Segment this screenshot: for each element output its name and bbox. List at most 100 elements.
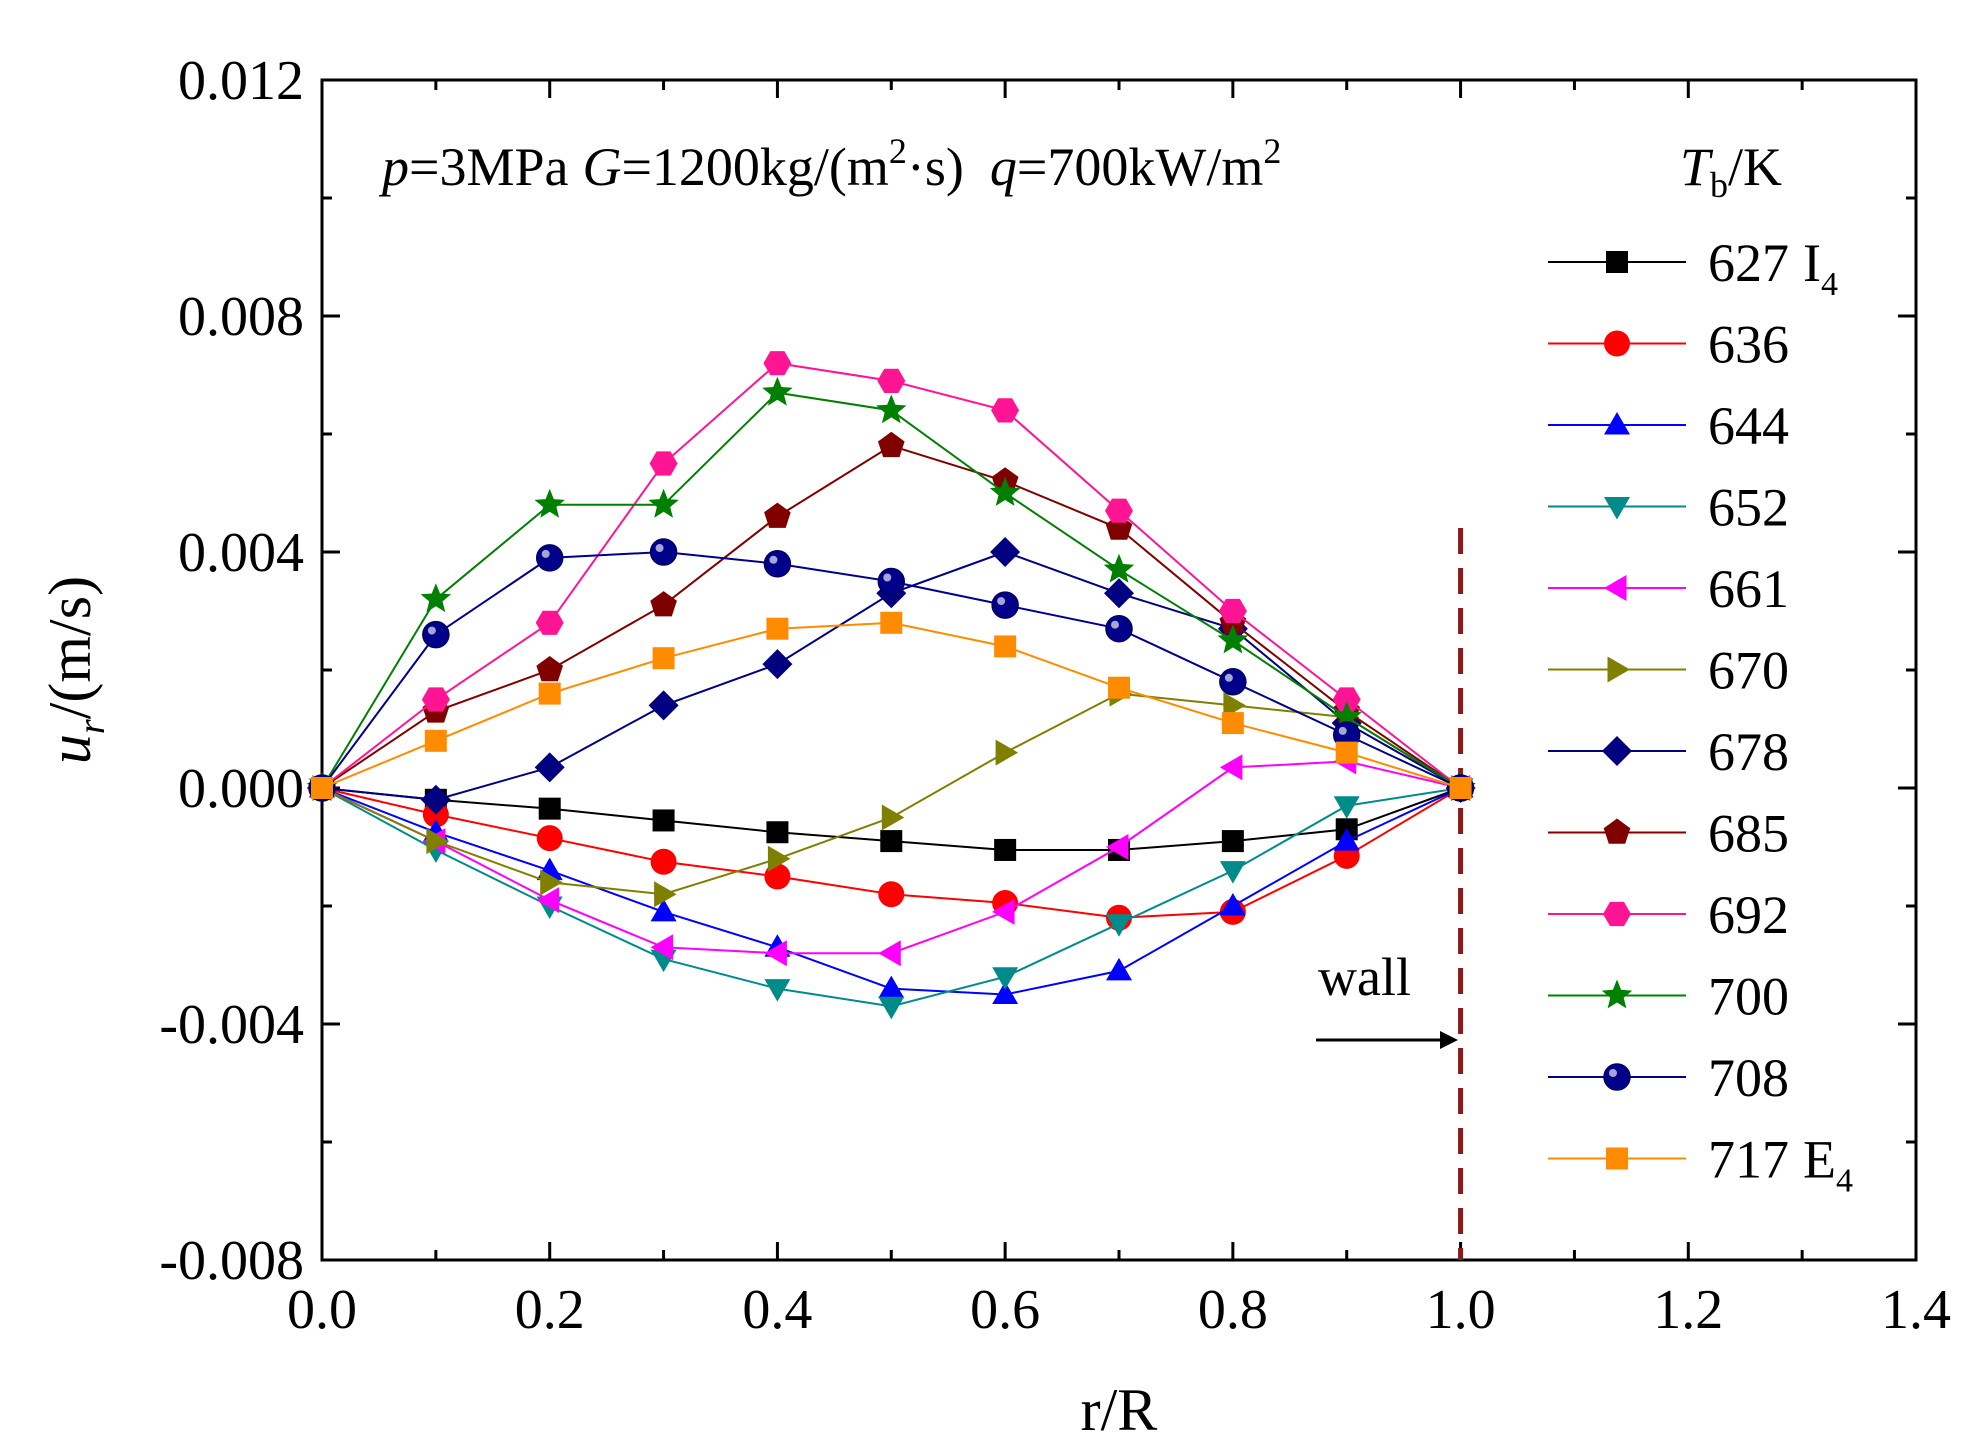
data-point-717 (880, 611, 903, 634)
legend-label: 627 I4 (1708, 233, 1838, 303)
data-point-708-highlight (655, 544, 664, 552)
wall-arrow-head (1440, 1031, 1458, 1049)
g-tail: ·s) (907, 137, 964, 197)
data-point-685 (764, 502, 791, 528)
legend-label: 700 (1708, 967, 1789, 1027)
data-point-692 (763, 351, 792, 376)
data-point-708 (877, 567, 906, 596)
legend-label: 636 (1708, 315, 1789, 375)
legend-label: 661 (1708, 559, 1789, 619)
legend-marker (1601, 979, 1633, 1009)
data-point-717 (538, 682, 561, 705)
legend-item-700: 700 (1548, 967, 1789, 1027)
data-point-670 (881, 804, 905, 831)
data-point-670 (767, 845, 791, 872)
legend-label: 685 (1708, 804, 1789, 864)
data-point-692 (1218, 598, 1247, 624)
data-point-636 (650, 848, 677, 875)
data-point-627 (994, 838, 1017, 861)
legend-label: 644 (1708, 396, 1789, 456)
legend-marker-highlight (1609, 1069, 1617, 1077)
x-tick-label: 0.8 (1198, 1279, 1268, 1341)
data-point-700 (1331, 701, 1362, 731)
data-point-661 (650, 934, 674, 961)
data-point-627 (766, 821, 789, 844)
data-point-700 (762, 376, 793, 406)
data-point-661 (1106, 834, 1129, 860)
data-point-708-highlight (1224, 673, 1233, 682)
data-point-670 (995, 739, 1019, 766)
legend-marker (1606, 1147, 1628, 1170)
series-line-717 (321, 621, 1461, 789)
data-point-708-highlight (1338, 726, 1347, 735)
p-value: =3MPa (409, 137, 569, 197)
data-point-708-highlight (997, 597, 1006, 606)
data-point-708-highlight (1111, 620, 1119, 629)
data-point-708 (1105, 614, 1133, 643)
legend-marker (1607, 656, 1630, 683)
wall-label: wall (1318, 947, 1411, 1007)
x-tick-label: 1.2 (1653, 1279, 1723, 1341)
data-point-717 (1335, 741, 1358, 764)
data-point-685 (878, 431, 905, 458)
legend-item-692: 692 (1548, 885, 1789, 945)
data-point-708 (649, 538, 678, 566)
y-axis-var: u (37, 734, 103, 764)
series-line-661 (321, 760, 1461, 955)
data-point-652 (1106, 914, 1132, 937)
x-axis-title: r/R (1081, 1377, 1158, 1443)
data-point-700 (534, 488, 565, 518)
y-axis-sub: r (71, 719, 113, 734)
data-point-700 (648, 488, 679, 518)
data-point-636 (878, 881, 905, 908)
data-point-692 (991, 398, 1020, 423)
p-var: p (378, 137, 409, 197)
data-point-685 (536, 656, 563, 682)
legend-label: 652 (1708, 478, 1789, 538)
x-tick-label: 0.6 (970, 1279, 1040, 1341)
legend-label: 678 (1708, 722, 1789, 782)
g-value: =1200kg/(m (621, 137, 888, 197)
data-point-708 (1219, 668, 1247, 696)
data-point-661 (878, 940, 901, 967)
data-point-627 (880, 830, 903, 853)
legend-item-670: 670 (1548, 641, 1789, 701)
data-point-717 (1449, 777, 1472, 799)
series-line-670 (321, 692, 1462, 896)
data-point-717 (424, 729, 447, 752)
data-point-708 (991, 591, 1019, 619)
data-point-636 (536, 825, 563, 852)
q-superscript: 2 (1263, 131, 1281, 171)
data-point-678 (990, 537, 1021, 567)
data-point-700 (1103, 553, 1135, 583)
data-point-692 (877, 368, 906, 393)
legend-item-708: 708 (1548, 1048, 1789, 1108)
data-point-644 (1106, 957, 1132, 981)
y-tick-label: -0.004 (159, 994, 304, 1056)
data-point-661 (992, 898, 1015, 925)
data-point-678 (1104, 578, 1134, 609)
data-point-670 (1223, 692, 1246, 719)
legend-marker (1606, 251, 1628, 273)
series-708 (308, 538, 1475, 802)
x-tick-label: 1.0 (1426, 1279, 1496, 1341)
legend-marker (1604, 412, 1630, 435)
data-point-652 (1219, 861, 1246, 884)
data-point-700 (1217, 624, 1249, 654)
data-point-700 (420, 583, 452, 613)
data-point-652 (764, 979, 791, 1002)
data-point-661 (1219, 754, 1243, 781)
legend-label: 692 (1708, 885, 1789, 945)
q-value: =700kW/m (1017, 137, 1263, 197)
g-superscript: 2 (889, 131, 907, 171)
data-point-717 (1221, 712, 1244, 735)
legend-label: 670 (1708, 641, 1789, 701)
data-point-644 (992, 981, 1019, 1004)
data-point-627 (652, 809, 675, 832)
legend-marker (1603, 1063, 1631, 1091)
data-point-661 (764, 940, 787, 967)
legend-marker (1604, 575, 1627, 601)
x-tick-label: 0.2 (515, 1279, 585, 1341)
data-point-717 (1108, 676, 1130, 699)
